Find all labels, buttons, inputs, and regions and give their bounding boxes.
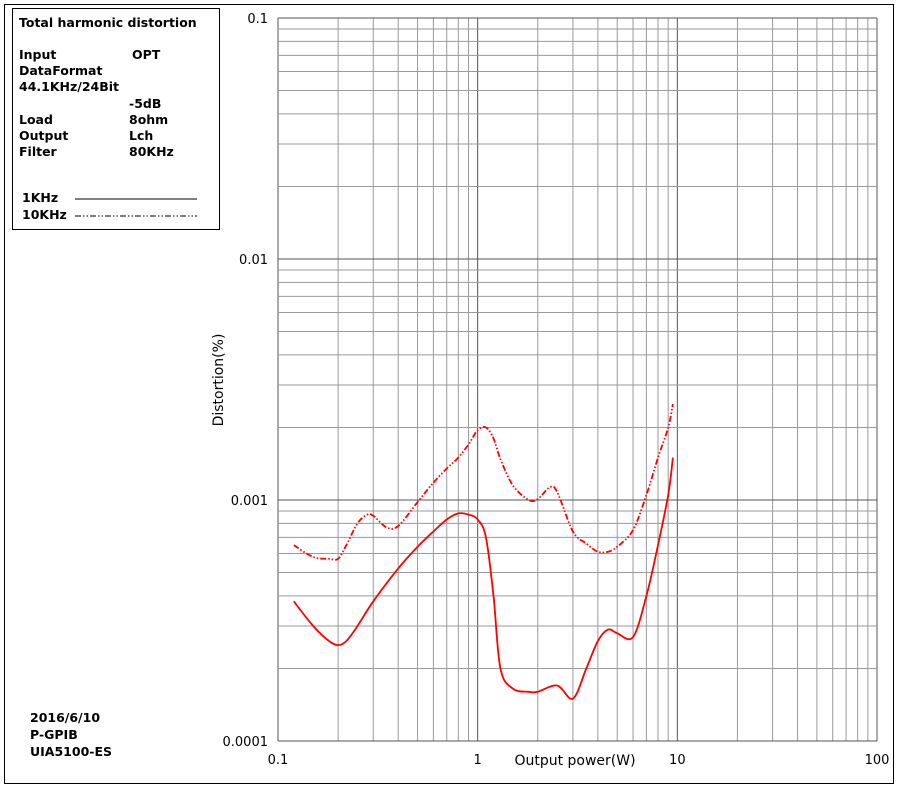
- chart-title: Total harmonic distortion: [19, 15, 197, 30]
- y-tick-label: 0.0001: [223, 735, 269, 750]
- series-line-1khz: [293, 457, 674, 700]
- chart-frame: [4, 4, 894, 784]
- legend-label-1khz: 1KHz: [22, 190, 59, 205]
- setting-key: DataFormat: [19, 63, 103, 79]
- setting-key: Output: [19, 128, 69, 143]
- setting-key: Input: [19, 47, 57, 62]
- setting-value: Lch: [129, 128, 154, 143]
- setting-value: OPT: [132, 47, 161, 62]
- y-tick-label: 0.01: [239, 253, 268, 268]
- interface-name: P-GPIB: [30, 727, 78, 742]
- x-tick-label: 0.1: [268, 753, 289, 768]
- x-tick-label: 1: [474, 753, 482, 768]
- y-tick-label: 0.1: [247, 12, 268, 27]
- series-lines: [293, 403, 674, 700]
- grid: [277, 17, 878, 742]
- legend-swatch-10khz: [75, 215, 197, 217]
- measurement-date: 2016/6/10: [30, 710, 101, 725]
- info-legend-box: Total harmonic distortion Input OPT DataFo…: [12, 8, 220, 230]
- setting-value: 80KHz: [129, 144, 174, 160]
- x-tick-label: 100: [865, 753, 890, 768]
- y-axis-label: Distortion(%): [211, 334, 227, 427]
- setting-value: 8ohm: [129, 111, 169, 127]
- setting-key: 44.1KHz/24Bit: [19, 79, 120, 95]
- x-axis-label: Output power(W): [514, 753, 635, 769]
- tick-labels: 0.1 1 10 100 0.1 0.01 0.001 0.0001: [223, 12, 890, 768]
- setting-key: Load: [19, 111, 53, 127]
- setting-key: Filter: [19, 144, 57, 160]
- legend-label-10khz: 10KHz: [22, 207, 67, 222]
- instrument-name: UIA5100-ES: [30, 744, 112, 759]
- setting-value: -5dB: [129, 95, 162, 111]
- x-tick-label: 10: [669, 753, 686, 768]
- y-tick-label: 0.001: [231, 494, 268, 509]
- legend-swatch-1khz: [75, 198, 197, 200]
- series-line-10khz: [293, 403, 674, 561]
